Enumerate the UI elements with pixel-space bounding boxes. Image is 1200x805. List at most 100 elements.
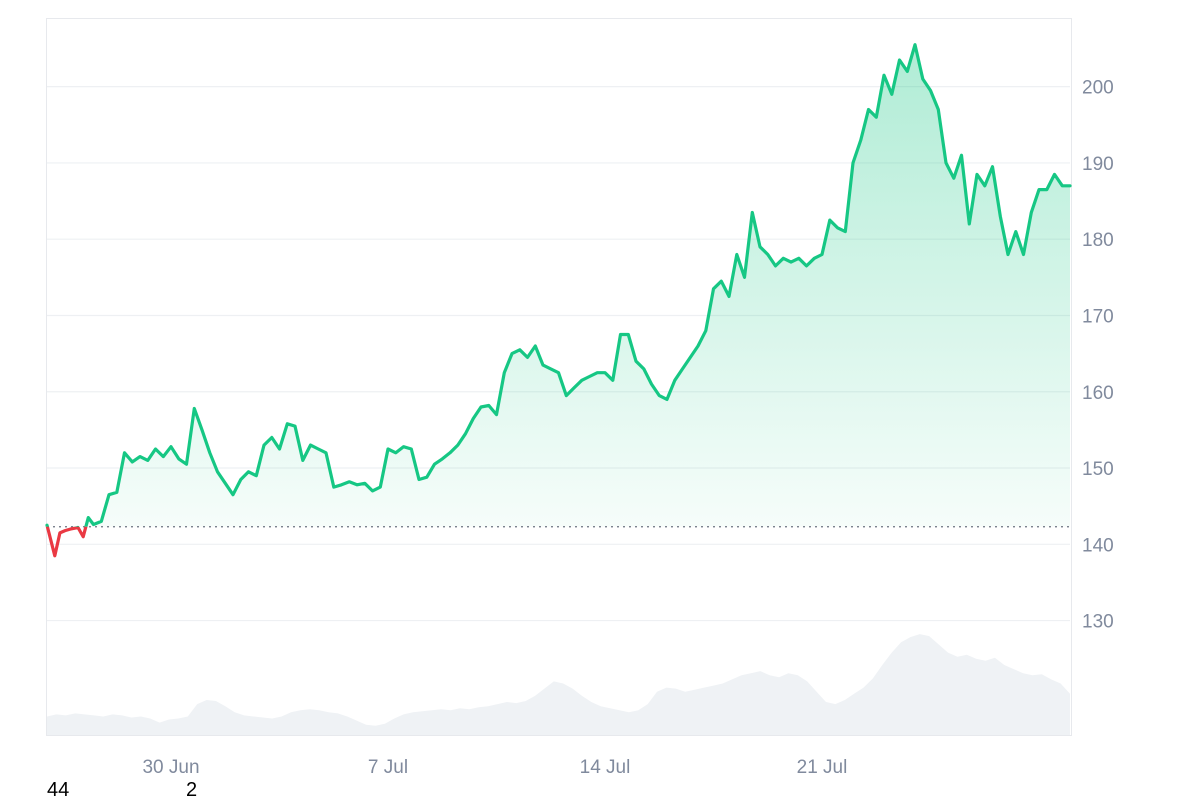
price-point bbox=[907, 71, 909, 73]
price-point bbox=[504, 372, 506, 374]
y-tick-label-150: 150 bbox=[1082, 459, 1114, 480]
price-point bbox=[465, 433, 467, 435]
price-point bbox=[1062, 185, 1064, 187]
price-point bbox=[852, 162, 854, 164]
price-point bbox=[194, 408, 196, 410]
price-point bbox=[132, 461, 134, 463]
price-point bbox=[449, 452, 451, 454]
y-tick-label-190: 190 bbox=[1082, 154, 1114, 175]
y-tick-label-160: 160 bbox=[1082, 383, 1114, 404]
price-point bbox=[868, 109, 870, 111]
price-point bbox=[480, 406, 482, 408]
price-point bbox=[294, 425, 296, 427]
price-point bbox=[775, 265, 777, 267]
price-point bbox=[860, 139, 862, 141]
price-point bbox=[891, 94, 893, 96]
stray-label-right: 2 bbox=[186, 779, 198, 801]
price-point bbox=[938, 109, 940, 111]
y-axis-ticks: 130 140 150 160 170 180 190 200 bbox=[1082, 78, 1114, 633]
price-point bbox=[697, 345, 699, 347]
price-point bbox=[155, 448, 157, 450]
price-point bbox=[914, 44, 916, 46]
price-point bbox=[139, 456, 141, 458]
price-point bbox=[1015, 231, 1017, 233]
price-point bbox=[442, 458, 444, 460]
price-point bbox=[287, 423, 289, 425]
price-point bbox=[783, 258, 785, 260]
x-tick-label-1: 7 Jul bbox=[368, 757, 408, 778]
price-point bbox=[659, 395, 661, 397]
price-point bbox=[666, 399, 668, 401]
price-point bbox=[240, 479, 242, 481]
price-point bbox=[473, 418, 475, 420]
price-point bbox=[705, 330, 707, 332]
price-point bbox=[364, 483, 366, 485]
price-point bbox=[845, 231, 847, 233]
volume-series bbox=[47, 634, 1070, 735]
x-tick-label-0: 30 Jun bbox=[142, 757, 199, 778]
price-point bbox=[333, 486, 335, 488]
price-point bbox=[604, 372, 606, 374]
price-point bbox=[496, 414, 498, 416]
price-point bbox=[310, 444, 312, 446]
price-point bbox=[876, 116, 878, 118]
price-point bbox=[403, 446, 405, 448]
price-point bbox=[108, 494, 110, 496]
price-point bbox=[349, 481, 351, 483]
price-point bbox=[232, 494, 234, 496]
price-point bbox=[263, 444, 265, 446]
price-point bbox=[101, 521, 103, 523]
x-tick-label-3: 21 Jul bbox=[797, 757, 848, 778]
price-point bbox=[356, 484, 358, 486]
price-point bbox=[984, 185, 986, 187]
price-point bbox=[186, 463, 188, 465]
price-point bbox=[434, 463, 436, 465]
price-point bbox=[77, 527, 79, 529]
price-point bbox=[566, 395, 568, 397]
volume-area bbox=[47, 634, 1070, 735]
price-point bbox=[64, 530, 66, 532]
price-point bbox=[721, 280, 723, 282]
price-point bbox=[829, 219, 831, 221]
price-point bbox=[542, 364, 544, 366]
y-tick-label-130: 130 bbox=[1082, 612, 1114, 633]
price-point bbox=[519, 349, 521, 351]
price-point bbox=[558, 372, 560, 374]
price-point bbox=[643, 368, 645, 370]
price-point bbox=[682, 368, 684, 370]
price-point bbox=[752, 212, 754, 214]
y-tick-label-140: 140 bbox=[1082, 535, 1114, 556]
price-line-up bbox=[45, 43, 1072, 527]
price-point bbox=[457, 444, 459, 446]
price-point bbox=[713, 288, 715, 290]
price-point bbox=[418, 479, 420, 481]
price-point bbox=[54, 555, 56, 557]
price-point bbox=[883, 74, 885, 76]
price-point bbox=[1000, 216, 1002, 218]
price-point bbox=[248, 471, 250, 473]
price-point bbox=[380, 486, 382, 488]
price-point bbox=[395, 452, 397, 454]
price-point bbox=[969, 223, 971, 225]
price-point bbox=[70, 528, 72, 530]
price-point bbox=[635, 360, 637, 362]
price-point bbox=[124, 452, 126, 454]
price-point bbox=[318, 448, 320, 450]
price-point bbox=[1038, 189, 1040, 191]
price-point bbox=[1023, 254, 1025, 256]
price-point bbox=[325, 452, 327, 454]
price-point bbox=[279, 448, 281, 450]
price-point bbox=[59, 532, 61, 534]
price-point bbox=[88, 517, 90, 519]
price-line bbox=[45, 43, 1072, 558]
price-point bbox=[899, 59, 901, 61]
price-point bbox=[163, 456, 165, 458]
price-point bbox=[790, 261, 792, 263]
price-point bbox=[961, 155, 963, 157]
price-point bbox=[341, 484, 343, 486]
price-point bbox=[690, 357, 692, 359]
price-point bbox=[255, 475, 257, 477]
price-point bbox=[922, 78, 924, 80]
